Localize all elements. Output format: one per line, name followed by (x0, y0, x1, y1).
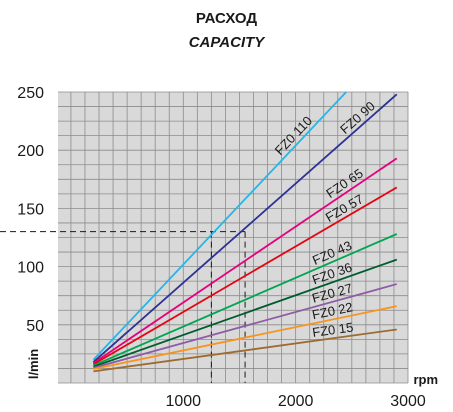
y-tick-label: 150 (17, 201, 44, 218)
series-lines (92, 91, 398, 373)
y-tick-label: 250 (17, 85, 44, 102)
x-tick-label: 1000 (165, 393, 201, 410)
series-line (92, 91, 347, 361)
chart-title: РАСХОД (195, 10, 258, 27)
series-line (93, 258, 398, 368)
series-label: FZ0 15 (311, 319, 354, 340)
y-tick-label: 200 (17, 143, 44, 160)
series-line (92, 93, 398, 363)
series-line (93, 283, 398, 369)
series-line (92, 157, 398, 364)
chart-subtitle: CAPACITY (188, 34, 265, 51)
y-tick-label: 50 (26, 318, 44, 335)
series-line (93, 305, 397, 370)
series-line (93, 328, 397, 373)
y-tick-label: 100 (17, 260, 44, 277)
x-axis-label: rpm (413, 372, 438, 387)
x-tick-label: 3000 (390, 393, 426, 410)
y-axis-label: l/min (26, 349, 41, 379)
series-line (92, 186, 398, 366)
x-tick-label: 2000 (278, 393, 314, 410)
tick-labels: 50 100 150 200 250 1000 2000 3000 (17, 85, 426, 410)
series-line (93, 233, 398, 367)
